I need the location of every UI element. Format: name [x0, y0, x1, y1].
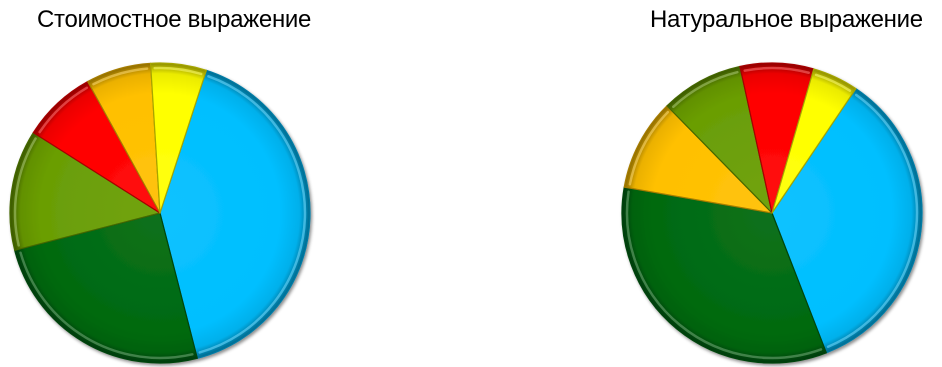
pie-slice-highlight-5: [743, 66, 810, 74]
pie-slice-highlight-6: [153, 66, 203, 76]
pie-slice-highlight-1: [198, 75, 307, 354]
pie-slice-6: [771, 68, 857, 214]
pie-slice-highlight-6: [814, 73, 852, 92]
pie-slice-1: [771, 88, 923, 354]
pie-slice-4: [666, 65, 773, 214]
pie-slice-highlight-4: [672, 70, 739, 109]
pie-chart-left: [9, 62, 311, 364]
pie-slice-3: [9, 132, 161, 251]
pie-slice-6: [149, 62, 207, 214]
pie-slice-highlight-1: [826, 93, 919, 348]
pie-slice-1: [159, 69, 311, 359]
pie-slice-highlight-2: [19, 251, 194, 360]
pie-slice-3: [623, 105, 773, 214]
pie-slice-highlight-3: [13, 137, 37, 247]
chart-title-left: Стоимостное выражение: [37, 6, 312, 33]
pie-slice-2: [14, 212, 198, 364]
pie-slice-highlight-5: [92, 67, 149, 86]
pie-chart-right: [621, 62, 923, 364]
pie-slice-highlight-4: [38, 86, 89, 134]
chart-title-right: Натуральное выражение: [650, 6, 923, 33]
pie-slice-highlight-2: [625, 190, 823, 360]
pie-slice-highlight-3: [628, 110, 670, 186]
